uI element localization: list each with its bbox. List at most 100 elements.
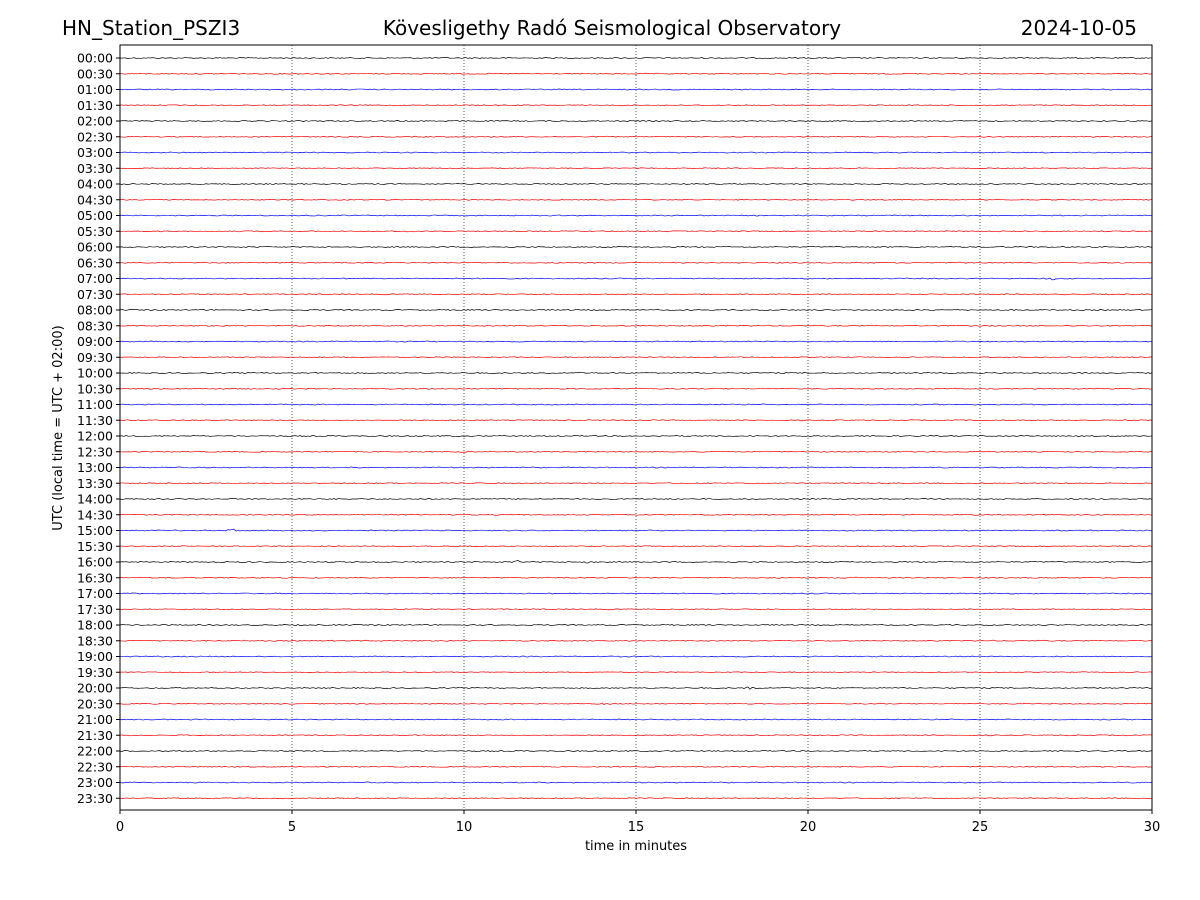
vertical-grid: [291, 45, 981, 810]
trace-03:30: [119, 167, 1153, 170]
y-tick-label: 12:30: [77, 444, 113, 459]
y-tick-label: 23:30: [77, 791, 113, 806]
trace-04:30: [119, 198, 1153, 201]
seismic-traces: [119, 57, 1153, 800]
trace-15:30: [119, 545, 1153, 548]
x-tick-label: 5: [288, 820, 296, 835]
y-tick-label: 03:30: [77, 161, 113, 176]
x-tick-label: 25: [972, 820, 989, 835]
y-tick-label: 20:00: [77, 681, 113, 696]
trace-19:00: [119, 655, 1153, 658]
trace-09:00: [119, 340, 1153, 343]
y-tick-label: 20:30: [77, 696, 113, 711]
trace-16:30: [119, 576, 1153, 579]
trace-14:00: [119, 498, 1153, 500]
trace-14:30: [119, 513, 1153, 516]
y-tick-label: 13:30: [77, 476, 113, 491]
y-tick-label: 19:00: [77, 649, 113, 664]
trace-01:00: [119, 88, 1153, 91]
trace-19:30: [119, 671, 1153, 674]
y-tick-label: 02:30: [77, 129, 113, 144]
trace-10:00: [119, 372, 1153, 374]
x-tick-label: 0: [116, 820, 124, 835]
y-tick-label: 01:00: [77, 82, 113, 97]
trace-20:30: [119, 702, 1153, 706]
plot-frame: [119, 44, 1153, 811]
x-axis-ticks: 0 5 10 15 20 25 30: [116, 810, 1160, 835]
trace-01:30: [119, 104, 1153, 107]
trace-15:00: [119, 528, 1153, 532]
y-tick-label: 11:30: [77, 413, 113, 428]
trace-00:00: [119, 57, 1153, 59]
trace-13:30: [119, 482, 1153, 485]
y-tick-label: 07:30: [77, 287, 113, 302]
trace-13:00: [119, 466, 1153, 469]
y-tick-label: 10:30: [77, 381, 113, 396]
y-tick-label: 18:30: [77, 633, 113, 648]
trace-11:30: [119, 419, 1153, 422]
x-axis-label: time in minutes: [585, 839, 687, 854]
y-tick-label: 13:00: [77, 460, 113, 475]
y-tick-label: 08:00: [77, 303, 113, 318]
y-axis-ticks: 00:0000:3001:0001:3002:0002:3003:0003:30…: [77, 51, 120, 806]
y-tick-label: 17:00: [77, 586, 113, 601]
trace-06:00: [119, 246, 1153, 248]
x-tick-label: 30: [1144, 820, 1161, 835]
trace-20:00: [119, 686, 1153, 690]
y-tick-label: 05:30: [77, 224, 113, 239]
date-title: 2024-10-05: [1021, 16, 1137, 40]
y-tick-label: 09:00: [77, 334, 113, 349]
y-tick-label: 00:30: [77, 66, 113, 81]
trace-16:00: [119, 560, 1153, 564]
y-tick-label: 06:00: [77, 240, 113, 255]
trace-07:30: [119, 293, 1153, 296]
trace-02:00: [119, 119, 1153, 123]
x-tick-label: 10: [456, 820, 473, 835]
y-tick-label: 03:00: [77, 145, 113, 160]
y-tick-label: 15:00: [77, 523, 113, 538]
trace-08:30: [119, 324, 1153, 327]
y-tick-label: 07:00: [77, 271, 113, 286]
trace-11:00: [119, 403, 1153, 406]
y-tick-label: 04:30: [77, 192, 113, 207]
trace-10:30: [119, 387, 1153, 390]
trace-23:30: [119, 797, 1153, 800]
station-title: HN_Station_PSZI3: [62, 16, 240, 40]
y-tick-label: 16:30: [77, 570, 113, 585]
trace-18:30: [119, 639, 1153, 642]
y-tick-label: 19:30: [77, 665, 113, 680]
trace-08:00: [119, 309, 1153, 311]
trace-22:30: [119, 765, 1153, 768]
y-tick-label: 00:00: [77, 51, 113, 66]
y-tick-label: 23:00: [77, 775, 113, 790]
observatory-title: Kövesligethy Radó Seismological Observat…: [383, 16, 841, 40]
y-tick-label: 22:30: [77, 759, 113, 774]
y-tick-label: 22:00: [77, 744, 113, 759]
y-tick-label: 17:30: [77, 602, 113, 617]
x-tick-label: 20: [800, 820, 817, 835]
x-tick-label: 15: [628, 820, 645, 835]
trace-07:00: [119, 277, 1153, 281]
y-tick-label: 15:30: [77, 539, 113, 554]
trace-02:30: [119, 135, 1153, 138]
trace-00:30: [119, 72, 1153, 75]
y-tick-label: 11:00: [77, 397, 113, 412]
trace-04:00: [119, 183, 1153, 185]
trace-17:30: [119, 608, 1153, 611]
trace-21:00: [119, 718, 1153, 721]
trace-03:00: [119, 151, 1153, 154]
y-tick-label: 18:00: [77, 618, 113, 633]
trace-22:00: [119, 750, 1153, 752]
trace-17:00: [119, 592, 1153, 595]
trace-05:30: [119, 230, 1153, 233]
trace-09:30: [119, 356, 1153, 359]
y-tick-label: 06:30: [77, 255, 113, 270]
y-tick-label: 16:00: [77, 555, 113, 570]
y-tick-label: 10:00: [77, 366, 113, 381]
trace-05:00: [119, 214, 1153, 217]
trace-23:00: [119, 781, 1153, 784]
trace-21:30: [119, 734, 1153, 737]
trace-12:30: [119, 450, 1153, 453]
